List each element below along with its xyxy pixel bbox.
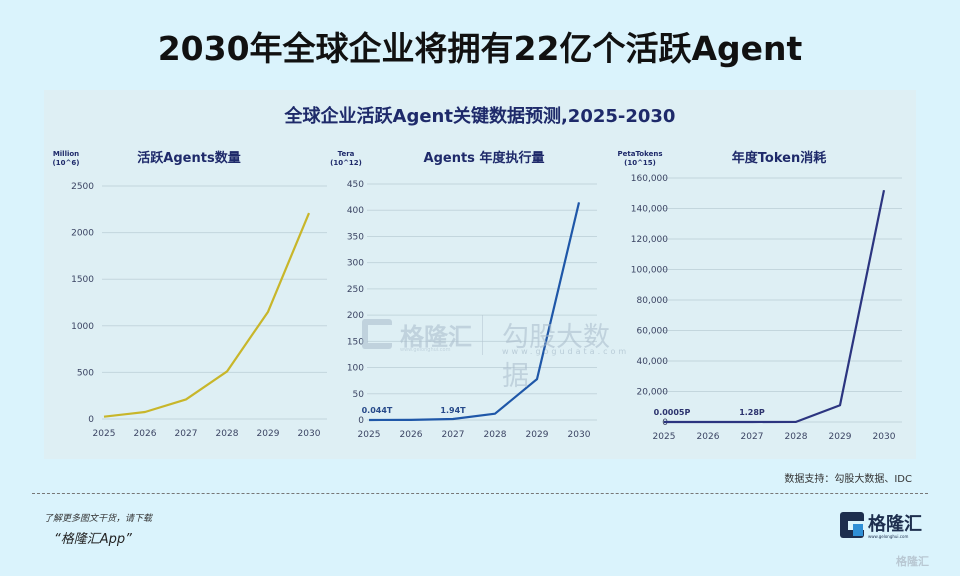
chart-panel: 全球企业活跃Agent关键数据预测,2025-2030 活跃Agents数量 Mi… [44,90,916,459]
x-tick-label: 2026 [400,430,423,440]
chart-title: Agents 年度执行量 [424,150,545,166]
y-unit-label: (10^6) [53,159,80,167]
gelonghui-logo-icon [840,512,864,538]
y-tick-label: 500 [77,368,94,378]
y-tick-label: 150 [347,337,364,347]
promo-app-name: “格隆汇App” [54,532,132,547]
x-tick-label: 2026 [697,432,720,442]
x-tick-label: 2029 [829,432,852,442]
y-unit-label: (10^12) [330,159,362,167]
y-unit-label: Million [53,150,79,158]
x-tick-label: 2027 [442,430,465,440]
footer-divider [32,493,928,494]
y-tick-label: 50 [353,390,365,400]
x-tick-label: 2027 [741,432,764,442]
brand-url: www.gelonghui.com [868,534,909,539]
y-tick-label: 450 [347,180,364,190]
chart-token-consumption: 年度Token消耗 PetaTokens (10^15) 0 20,000 40,000 6… [618,90,916,459]
x-tick-label: 2027 [175,429,198,439]
y-unit-label: (10^15) [624,159,656,167]
y-tick-label: 200 [347,311,364,321]
x-tick-label: 2029 [526,430,549,440]
y-tick-label: 60,000 [637,327,669,337]
y-tick-label: 350 [347,232,364,242]
y-tick-label: 1000 [71,322,94,332]
x-tick-label: 2028 [216,429,239,439]
data-line [663,189,886,424]
page-title: 2030年全球企业将拥有22亿个活跃Agent [157,29,803,68]
y-tick-label: 40,000 [637,357,669,367]
y-tick-label: 1500 [71,275,94,285]
brand-logo: 格隆汇 www.gelonghui.com [840,510,930,544]
y-tick-label: 100,000 [631,266,668,276]
x-tick-label: 2028 [484,430,507,440]
data-label: 1.94T [440,406,466,415]
x-tick-label: 2025 [93,429,116,439]
x-tick-label: 2030 [568,430,591,440]
y-unit-label: PetaTokens [618,150,663,158]
y-tick-label: 300 [347,259,364,269]
chart-agent-executions: Agents 年度执行量 Tera (10^12) 0 50 100 150 200 250 30… [330,90,619,459]
chart-active-agents: 活跃Agents数量 Million (10^6) 0 500 1000 1500 2000 2… [44,90,334,459]
data-label: 0.0005P [654,408,691,417]
chart-svg: 年度Token消耗PetaTokens(10^15)020,00040,0006… [618,150,902,442]
chart-svg: Agents 年度执行量 Tera(10^12) 0 50 100 150 200 250 30… [330,150,597,440]
x-tick-label: 2029 [257,429,280,439]
panel-title: 全球企业活跃Agent关键数据预测,2025-2030 [284,106,676,127]
y-tick-label: 120,000 [631,235,668,245]
x-tick-label: 2025 [358,430,381,440]
y-tick-label: 2000 [71,229,94,239]
chart-title: 活跃Agents数量 [137,150,240,166]
x-tick-label: 2025 [653,432,676,442]
x-tick-label: 2028 [785,432,808,442]
y-tick-label: 80,000 [637,296,669,306]
x-tick-label: 2026 [134,429,157,439]
y-tick-label: 100 [347,364,364,374]
data-source: 数据支持：勾股大数据、IDC [784,474,912,485]
x-tick-label: 2030 [298,429,321,439]
y-tick-label: 140,000 [631,205,668,215]
y-tick-label: 250 [347,285,364,295]
data-label: 0.044T [362,406,393,415]
brand-name: 格隆汇 [868,514,922,535]
y-unit-label: Tera [338,150,355,158]
y-tick-label: 160,000 [631,174,668,184]
y-tick-label: 0 [88,415,94,425]
chart-title: 年度Token消耗 [732,150,826,166]
x-tick-label: 2030 [873,432,896,442]
data-label: 1.28P [739,408,765,417]
corner-watermark: 格隆汇 [896,555,929,568]
chart-svg: 活跃Agents数量 Million(10^6) 0 500 1000 1500 2000 2… [53,150,327,439]
data-line [103,212,311,418]
y-tick-label: 400 [347,206,364,216]
y-tick-label: 2500 [71,182,94,192]
y-tick-label: 20,000 [637,388,669,398]
y-tick-label: 0 [358,416,364,426]
data-line [368,202,581,422]
promo-text: 了解更多图文干货，请下载 [44,514,153,524]
